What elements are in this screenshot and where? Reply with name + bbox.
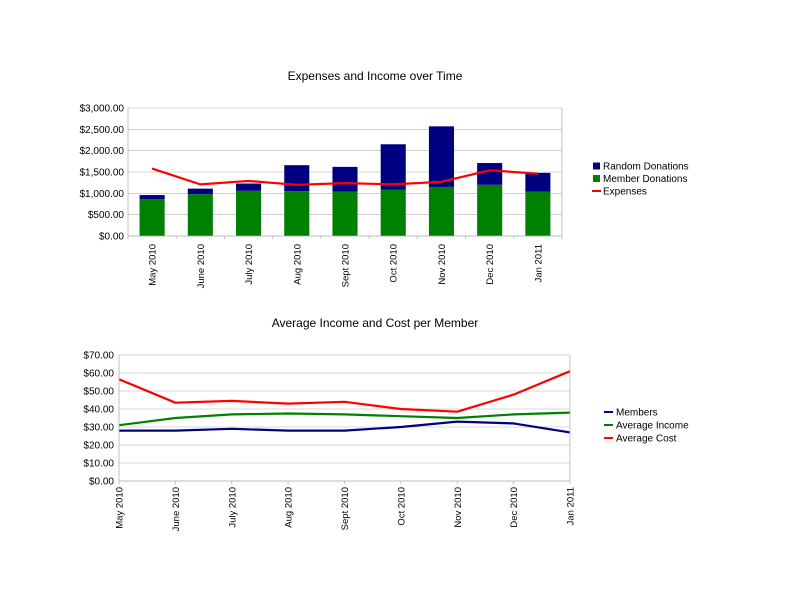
y-tick-labels: $0.00 $500.00 $1,000.00 $1,500.00 $2,000.00 $… <box>80 104 125 243</box>
legend-label: Member Donations <box>603 174 687 185</box>
bar-member-donations <box>284 191 310 236</box>
y-tick-label: $2,500.00 <box>80 125 125 136</box>
x-tick-labels: May 2010 June 2010 July 2010 Aug 2010 Sept 2… <box>115 487 577 531</box>
x-tick-label: Oct 2010 <box>389 244 400 283</box>
bar-member-donations <box>525 191 551 236</box>
bar-random-donations <box>525 172 551 192</box>
bar-random-donations <box>380 144 406 190</box>
expenses-income-chart: Expenses and Income over Time $0.00 $500.… <box>80 69 689 288</box>
y-tick-label: $3,000.00 <box>80 104 125 115</box>
x-tick-label: Dec 2010 <box>485 244 496 285</box>
bar-random-donations <box>428 126 454 187</box>
x-tick-labels: May 2010 June 2010 July 2010 Aug 2010 Sept 2… <box>148 244 545 288</box>
axes <box>118 355 571 484</box>
x-tick-label: June 2010 <box>171 487 182 531</box>
y-tick-label: $40.00 <box>83 405 114 416</box>
x-tick-label: Nov 2010 <box>437 244 448 285</box>
x-tick-label: Nov 2010 <box>453 487 464 528</box>
bar-random-donations <box>139 195 165 200</box>
y-tick-labels: $0.00 $10.00 $20.00 $30.00 $40.00 $50.00 $60.0… <box>83 351 114 488</box>
y-tick-label: $50.00 <box>83 387 114 398</box>
chart-title: Expenses and Income over Time <box>288 69 463 83</box>
bar-member-donations <box>332 191 358 236</box>
y-tick-label: $1,500.00 <box>80 168 125 179</box>
legend-label: Expenses <box>603 187 647 198</box>
bar-random-donations <box>477 163 503 185</box>
bar-random-donations <box>236 183 262 191</box>
x-tick-label: Sept 2010 <box>341 244 352 287</box>
x-tick-label: Aug 2010 <box>292 244 303 285</box>
line-series <box>151 167 538 186</box>
bar-random-donations <box>284 165 310 192</box>
line-average-cost <box>118 370 571 413</box>
line-members <box>119 420 571 434</box>
y-tick-label: $0.00 <box>89 477 114 488</box>
x-tick-label: Jan 2011 <box>566 487 577 525</box>
y-tick-label: $30.00 <box>83 423 114 434</box>
legend-label: Average Income <box>616 421 689 432</box>
bar-random-donations <box>332 166 358 192</box>
line-average-income <box>118 411 571 427</box>
bar-member-donations <box>187 194 213 236</box>
y-tick-label: $20.00 <box>83 441 114 452</box>
y-tick-label: $0.00 <box>99 232 124 243</box>
y-tick-label: $10.00 <box>83 459 114 470</box>
y-tick-label: $2,000.00 <box>80 146 125 157</box>
bar-member-donations <box>428 186 454 236</box>
x-tick-label: July 2010 <box>227 487 238 528</box>
y-tick-label: $1,000.00 <box>80 189 125 200</box>
legend-label: Average Cost <box>616 434 677 445</box>
legend-swatch-member-donations <box>593 175 600 182</box>
bar-member-donations <box>236 190 262 236</box>
chart-title: Average Income and Cost per Member <box>272 316 479 330</box>
x-tick-label: May 2010 <box>148 244 159 286</box>
y-tick-label: $500.00 <box>88 210 125 221</box>
bar-member-donations <box>139 199 165 236</box>
bar-series <box>139 126 551 236</box>
bar-random-donations <box>187 188 213 195</box>
line-series <box>118 370 571 434</box>
legend-label: Members <box>616 408 658 419</box>
x-tick-label: June 2010 <box>196 244 207 288</box>
x-tick-label: Dec 2010 <box>509 487 520 528</box>
axes <box>127 108 563 239</box>
y-tick-label: $60.00 <box>83 369 114 380</box>
legend-label: Random Donations <box>603 162 689 173</box>
x-tick-label: May 2010 <box>115 487 126 529</box>
line-expenses <box>151 167 538 186</box>
bar-member-donations <box>380 189 406 236</box>
x-tick-label: Aug 2010 <box>284 487 295 528</box>
legend: Members Average Income Average Cost <box>604 408 689 445</box>
x-tick-label: Jan 2011 <box>533 244 544 282</box>
average-income-cost-chart: Average Income and Cost per Member $0.00… <box>83 316 689 531</box>
x-tick-label: Sept 2010 <box>340 487 351 530</box>
x-tick-label: July 2010 <box>244 244 255 285</box>
y-tick-label: $70.00 <box>83 351 114 362</box>
x-tick-label: Oct 2010 <box>396 487 407 526</box>
bar-member-donations <box>477 184 503 236</box>
legend-swatch-random-donations <box>593 162 600 170</box>
